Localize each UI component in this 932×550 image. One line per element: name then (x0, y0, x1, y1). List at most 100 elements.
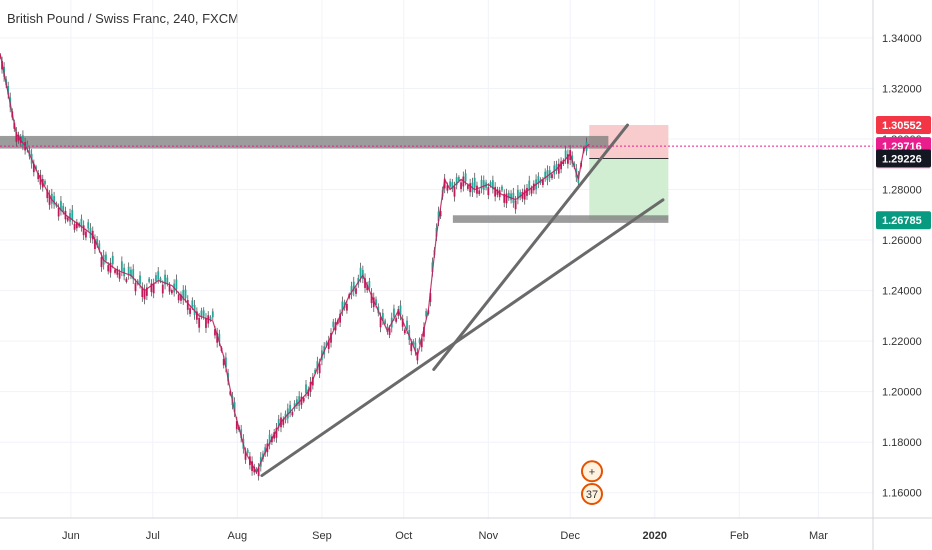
candle-body (521, 192, 524, 199)
candle-body (406, 320, 408, 330)
candle-body (168, 285, 171, 292)
candle-body (551, 174, 553, 179)
candle-body (282, 419, 285, 425)
candle-body (410, 343, 413, 352)
candle-body (87, 222, 90, 229)
candle-body (205, 318, 207, 328)
candle-body (48, 195, 51, 205)
candle-body (368, 281, 371, 288)
candle-body (177, 294, 180, 301)
candle-body (489, 182, 492, 186)
candle-body (414, 342, 417, 352)
candle-body (82, 225, 85, 236)
price-line (0, 52, 590, 474)
candle-body (557, 163, 560, 174)
candle-body (386, 326, 389, 332)
candle-body (193, 304, 196, 315)
candle-body (403, 329, 406, 334)
candle-body (15, 132, 18, 142)
candle-body (423, 327, 425, 337)
candle-body (291, 411, 294, 416)
x-tick-label: Sep (312, 530, 332, 542)
candle-body (388, 328, 391, 335)
candle-body (469, 183, 472, 193)
event-badge-label: + (589, 466, 595, 478)
y-tick-label: 1.20000 (882, 387, 922, 399)
candle-body (449, 181, 452, 187)
candle-body (7, 86, 10, 95)
x-tick-label: 2020 (643, 530, 667, 542)
price-label-text: 1.30552 (882, 120, 922, 132)
x-tick-label: Aug (228, 530, 248, 542)
event-badge-label: 37 (586, 489, 598, 501)
candle-body (296, 399, 298, 406)
candle-body (98, 243, 101, 250)
candle-body (420, 338, 423, 348)
candle-body (457, 177, 460, 181)
candle-body (397, 309, 400, 316)
candle-body (560, 161, 562, 170)
candle-body (244, 451, 247, 460)
candle-body (286, 408, 289, 419)
y-tick-label: 1.28000 (882, 185, 922, 197)
candle-body (180, 294, 182, 301)
candle-body (150, 283, 153, 293)
y-tick-label: 1.18000 (882, 437, 922, 449)
candle-body (302, 397, 305, 402)
x-tick-label: Oct (395, 530, 412, 542)
target-zone (589, 158, 669, 221)
candle-body (476, 185, 478, 194)
candle-body (73, 223, 76, 230)
candle-body (530, 188, 533, 194)
candle-body (275, 427, 278, 438)
candle-body (118, 272, 121, 279)
candle-body (460, 182, 462, 190)
candle-body (100, 257, 103, 267)
candle-body (257, 467, 260, 477)
candle-body (341, 301, 344, 312)
candle-body (523, 189, 526, 200)
candle-body (439, 210, 442, 217)
y-tick-label: 1.16000 (882, 488, 922, 500)
candle-body (44, 180, 46, 185)
y-tick-label: 1.22000 (882, 336, 922, 348)
price-label-box (876, 211, 931, 230)
candle-body (466, 185, 469, 189)
candle-body (399, 305, 402, 316)
candle-body (482, 180, 485, 190)
candle-body (451, 182, 454, 189)
candle-body (510, 193, 512, 201)
candle-body (332, 321, 335, 328)
candle-body (155, 275, 157, 281)
candle-body (305, 384, 307, 394)
candle-body (366, 284, 369, 291)
candle-body (553, 165, 556, 175)
candle-body (139, 275, 141, 285)
candle-body (123, 267, 126, 277)
candle-body (57, 207, 60, 217)
candle-body (182, 290, 185, 300)
candle-body (251, 461, 253, 471)
candle-body (375, 299, 377, 305)
candle-body (166, 277, 169, 284)
candle-body (453, 186, 456, 197)
candle-body (316, 361, 319, 370)
candle-body (125, 278, 128, 282)
candle-body (170, 290, 173, 294)
candle-body (80, 218, 83, 228)
candle-body (359, 267, 362, 278)
candle-body (480, 179, 483, 189)
candle-body (443, 178, 446, 189)
candle-body (22, 135, 24, 146)
candle-body (516, 189, 519, 200)
candle-body (352, 281, 355, 292)
candle-body (214, 329, 216, 336)
candle-body (216, 332, 219, 343)
x-tick-label: Dec (560, 530, 580, 542)
candle-body (85, 231, 87, 238)
candle-body (211, 311, 214, 318)
candle-body (130, 269, 132, 276)
candle-body (401, 318, 404, 327)
candle-body (487, 187, 490, 196)
trendline (432, 123, 629, 371)
